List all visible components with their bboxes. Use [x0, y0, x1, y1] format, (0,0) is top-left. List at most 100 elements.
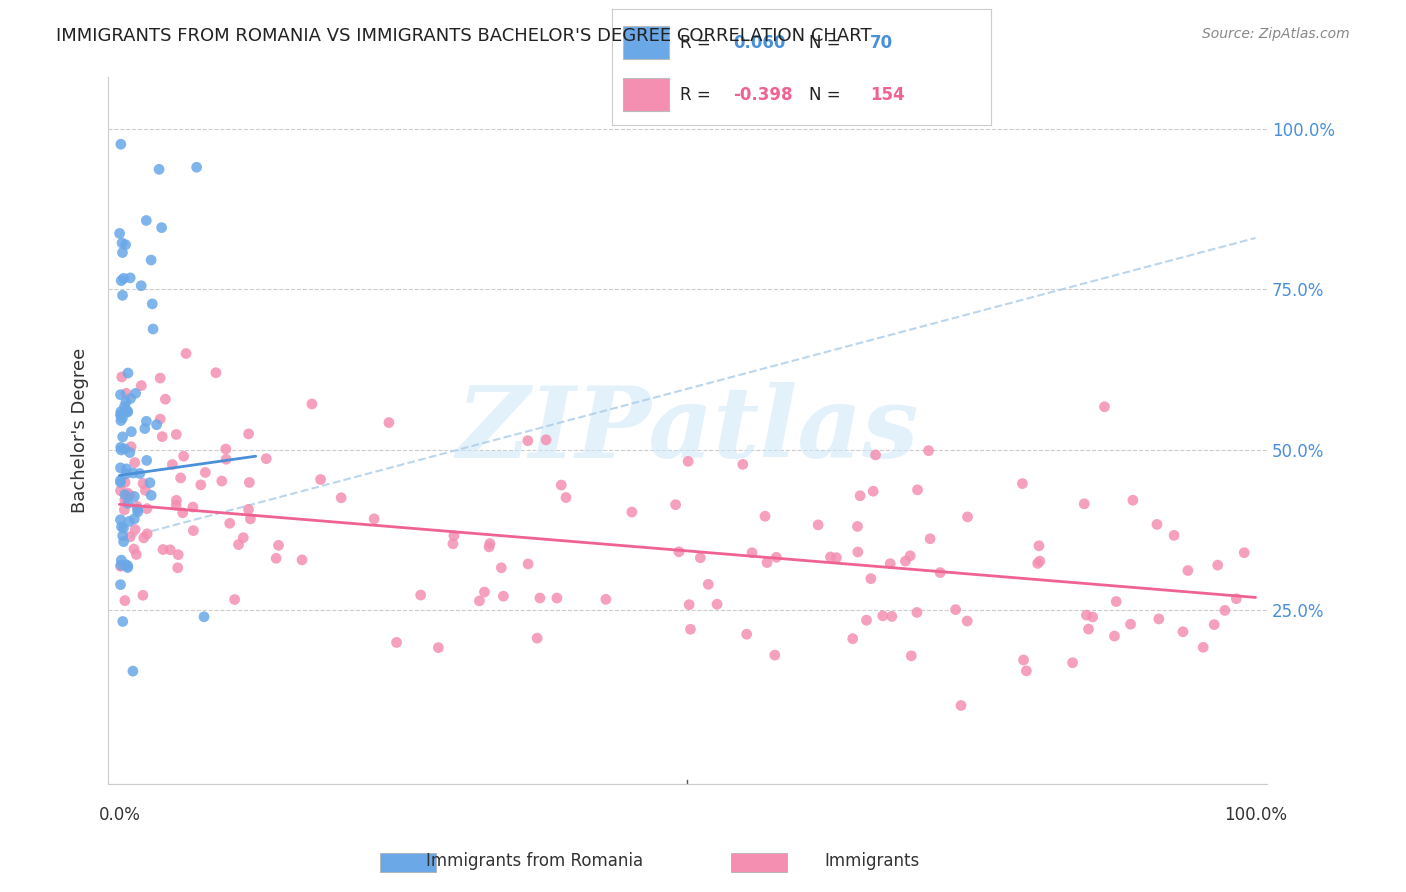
Immigrants — [122, 542, 145, 557]
Immigrants from Romania — [111, 245, 134, 260]
Immigrants — [378, 416, 401, 430]
Immigrants from Romania — [139, 475, 162, 490]
Immigrants from Romania — [110, 442, 132, 457]
Immigrants from Romania — [110, 414, 132, 428]
Immigrants from Romania — [110, 409, 132, 423]
FancyBboxPatch shape — [623, 26, 669, 59]
Immigrants from Romania — [114, 237, 136, 252]
Immigrants from Romania — [120, 392, 142, 406]
Immigrants — [478, 540, 501, 554]
Immigrants from Romania — [127, 502, 149, 516]
Immigrants — [238, 475, 260, 490]
Immigrants — [443, 529, 465, 543]
Immigrants from Romania — [110, 387, 132, 401]
Immigrants — [920, 532, 942, 546]
Immigrants from Romania — [112, 271, 135, 285]
Immigrants from Romania — [117, 558, 139, 573]
Immigrants — [159, 542, 181, 557]
Immigrants — [1011, 476, 1033, 491]
Immigrants — [706, 597, 728, 611]
Immigrants — [825, 550, 848, 565]
Immigrants — [546, 591, 568, 605]
Immigrants from Romania — [127, 505, 149, 519]
Immigrants — [181, 500, 204, 514]
FancyBboxPatch shape — [623, 78, 669, 111]
Immigrants — [264, 551, 287, 566]
Immigrants — [1094, 400, 1116, 414]
Immigrants — [218, 516, 240, 531]
Immigrants — [678, 598, 700, 612]
Immigrants — [945, 602, 967, 616]
Immigrants — [550, 478, 572, 492]
Immigrants — [174, 346, 197, 360]
Immigrants — [517, 557, 540, 571]
Immigrants — [865, 448, 887, 462]
Immigrants — [849, 489, 872, 503]
Immigrants — [190, 478, 212, 492]
Immigrants — [595, 592, 617, 607]
Immigrants — [862, 484, 884, 499]
Immigrants from Romania — [128, 467, 150, 481]
Immigrants from Romania — [112, 521, 135, 535]
Immigrants from Romania — [110, 577, 132, 591]
Immigrants from Romania — [124, 490, 146, 504]
Immigrants — [228, 538, 250, 552]
Immigrants — [385, 635, 408, 649]
Immigrants — [1105, 594, 1128, 608]
Immigrants — [1015, 664, 1038, 678]
Immigrants — [330, 491, 353, 505]
Immigrants — [956, 509, 979, 524]
Immigrants from Romania — [135, 453, 157, 467]
Immigrants — [741, 546, 763, 560]
Immigrants — [820, 549, 842, 564]
Immigrants from Romania — [110, 460, 132, 475]
Immigrants — [872, 608, 894, 623]
Immigrants from Romania — [122, 664, 145, 678]
Immigrants — [1233, 546, 1256, 560]
Immigrants from Romania — [111, 288, 134, 302]
Immigrants from Romania — [110, 404, 132, 418]
Text: 154: 154 — [870, 86, 904, 103]
Immigrants — [1081, 610, 1104, 624]
Text: 70: 70 — [870, 34, 893, 52]
Immigrants — [731, 458, 754, 472]
Immigrants from Romania — [117, 496, 139, 510]
Immigrants — [110, 559, 132, 574]
Immigrants — [1012, 653, 1035, 667]
Immigrants — [110, 483, 132, 498]
Immigrants — [1119, 617, 1142, 632]
Immigrants from Romania — [110, 274, 132, 288]
Immigrants — [679, 622, 702, 636]
Text: N =: N = — [808, 34, 846, 52]
Immigrants from Romania — [110, 553, 132, 567]
Immigrants from Romania — [108, 227, 131, 241]
Immigrants — [846, 519, 869, 533]
Text: Immigrants: Immigrants — [824, 852, 920, 870]
Immigrants — [1122, 493, 1144, 508]
Immigrants — [162, 458, 184, 472]
Text: 0.060: 0.060 — [733, 34, 786, 52]
Immigrants — [1028, 539, 1050, 553]
Immigrants from Romania — [139, 253, 162, 268]
Immigrants — [1192, 640, 1215, 655]
Immigrants — [665, 498, 688, 512]
Immigrants from Romania — [122, 466, 145, 480]
Immigrants from Romania — [135, 414, 157, 428]
Immigrants — [118, 488, 141, 502]
Immigrants — [763, 648, 786, 662]
Immigrants — [855, 613, 877, 627]
Immigrants from Romania — [114, 488, 136, 502]
Immigrants from Romania — [115, 467, 138, 481]
Text: -0.398: -0.398 — [733, 86, 793, 103]
Immigrants — [697, 577, 720, 591]
Immigrants — [124, 456, 146, 470]
Immigrants — [620, 505, 643, 519]
Immigrants — [492, 589, 515, 603]
Immigrants — [132, 588, 155, 602]
Immigrants — [167, 548, 190, 562]
Immigrants — [1206, 558, 1229, 573]
Text: Source: ZipAtlas.com: Source: ZipAtlas.com — [1202, 27, 1350, 41]
Immigrants — [929, 566, 952, 580]
Immigrants — [114, 493, 136, 508]
Immigrants — [224, 592, 246, 607]
